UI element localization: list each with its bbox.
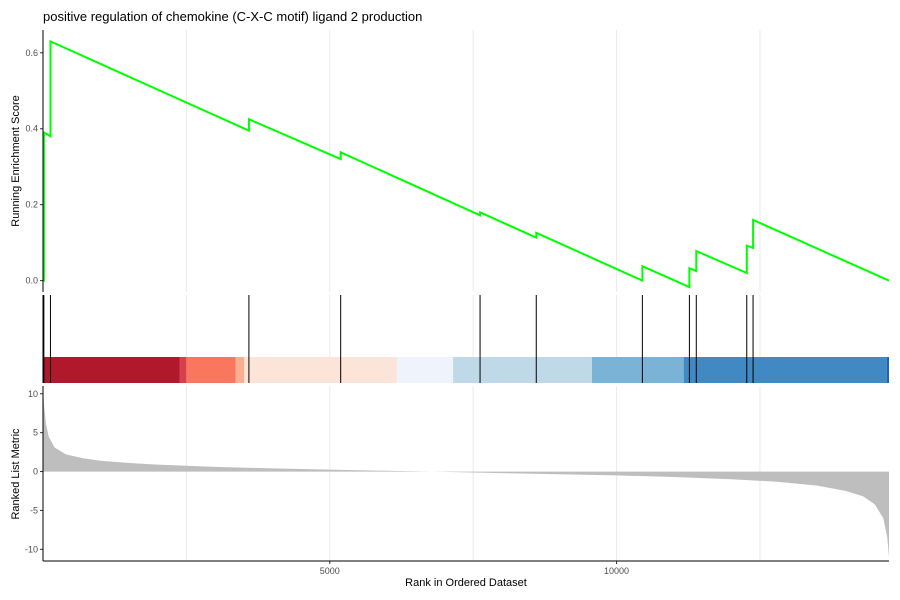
gene-hit-lines [43, 295, 754, 383]
y-tick-label: -10 [25, 544, 38, 554]
metric-y-axis-title: Ranked List Metric [10, 428, 22, 520]
color-band [43, 357, 180, 383]
color-band [453, 357, 592, 383]
y-tick-label: 0.0 [25, 276, 38, 286]
x-tick-label: 5000 [320, 566, 340, 576]
y-tick-label: 0.6 [25, 48, 38, 58]
color-band [244, 357, 397, 383]
running-score-line [42, 39, 890, 289]
chart-title: positive regulation of chemokine (C-X-C … [43, 9, 422, 24]
y-tick-label: -5 [30, 505, 38, 515]
color-band [186, 357, 236, 383]
color-band [683, 357, 887, 383]
x-axis-title: Rank in Ordered Dataset [405, 577, 527, 589]
y-tick-label: 0.2 [25, 200, 38, 210]
color-band [235, 357, 245, 383]
x-tick-label: 10000 [604, 566, 629, 576]
enrichment-y-axis-title: Running Enrichment Score [10, 95, 22, 226]
metric-y-ticks: 10 5 0 -5 -10 [25, 389, 43, 554]
enrichment-panel: 0.0 0.2 0.4 0.6 Running Enrichment Score [10, 30, 890, 292]
y-tick-label: 0 [33, 467, 38, 477]
metric-panel: 10 5 0 -5 -10 5000 10000 Ranked List Metric R… [10, 386, 889, 589]
rank-color-bar [43, 357, 889, 383]
color-band [591, 357, 684, 383]
enrichment-grid [185, 30, 761, 292]
y-tick-label: 5 [33, 428, 38, 438]
ranked-metric-area [43, 386, 889, 558]
x-ticks: 5000 10000 [320, 561, 629, 576]
enrichment-y-ticks: 0.0 0.2 0.4 0.6 [25, 48, 43, 286]
y-tick-label: 10 [28, 389, 38, 399]
color-band [179, 357, 187, 383]
y-tick-label: 0.4 [25, 124, 38, 134]
color-band [886, 357, 889, 383]
color-band [396, 357, 454, 383]
hits-panel [42, 295, 889, 383]
